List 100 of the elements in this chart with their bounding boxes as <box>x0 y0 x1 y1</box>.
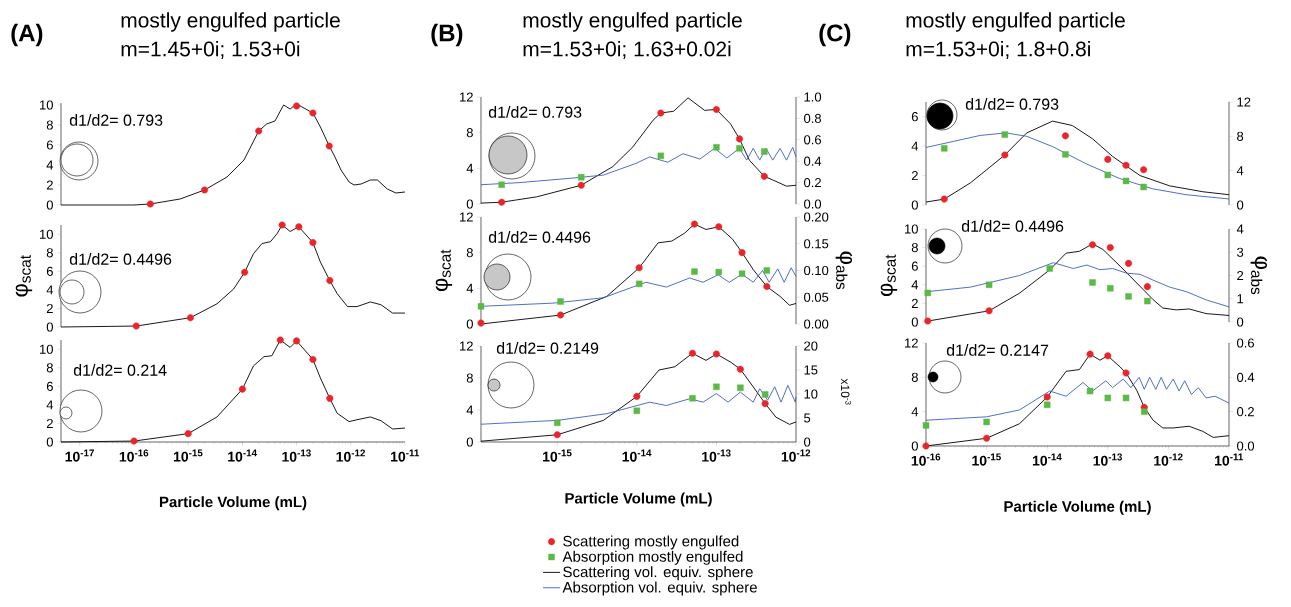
annotation: d1/d2= 0.4496 <box>961 220 1064 232</box>
y2-tick-label: 0.2 <box>1237 407 1254 417</box>
y-axis-title: φ$_{scat}$ <box>880 254 898 297</box>
x-tick-label: 10$^{-12}$ <box>1154 453 1183 466</box>
y-tick-label: 4 <box>466 283 474 293</box>
chart-subtitle: m=1.53+0i; 1.63+0.02i <box>523 41 731 59</box>
y-tick-label: 4 <box>46 285 54 295</box>
legend-label: Scattering vol. equiv. sphere <box>563 566 753 581</box>
y2-tick-label: 0.00 <box>804 319 829 329</box>
y2-tick-label: 15 <box>804 365 818 375</box>
y-tick-label: 4 <box>911 280 919 290</box>
y-tick-label: 12 <box>459 341 473 351</box>
y2-tick-label: 0.0 <box>1237 441 1255 451</box>
x-axis-title: Particle Volume (mL) <box>1004 500 1151 515</box>
y2-tick-label: 0.8 <box>804 113 822 123</box>
y2-tick-label: 1.0 <box>804 92 822 102</box>
y2-tick-label: 0.15 <box>804 239 829 249</box>
y-tick-label: 8 <box>46 248 53 258</box>
y-tick-label: 6 <box>46 381 53 391</box>
x-tick-label: 10$^{-13}$ <box>282 449 311 462</box>
y-tick-label: 12 <box>459 92 473 102</box>
y-tick-label: 6 <box>911 112 918 122</box>
x-axis-title: Particle Volume (mL) <box>159 496 307 511</box>
y2-tick-label: 0.6 <box>804 135 822 145</box>
y-tick-label: 12 <box>905 338 918 348</box>
y-tick-label: 8 <box>911 242 918 253</box>
y2-tick-label: 1 <box>1237 294 1244 304</box>
y2-tick-label: 0.05 <box>804 292 829 302</box>
y2-axis-title: φ$_{abs}$ <box>835 251 853 290</box>
x-tick-label: 10$^{-12}$ <box>781 449 811 462</box>
x-tick-label: 10$^{-17}$ <box>65 449 94 462</box>
x-tick-label: 10$^{-11}$ <box>391 449 420 462</box>
y-tick-label: 0 <box>46 437 53 447</box>
x-tick-label: 10$^{-13}$ <box>702 449 731 462</box>
legend-label: Scattering mostly engulfed <box>563 535 739 550</box>
chart-title: mostly engulfed particle <box>121 12 340 32</box>
x-tick-label: 10$^{-16}$ <box>911 453 941 466</box>
y-tick-label: 4 <box>466 405 474 415</box>
annotation: d1/d2= 0.2147 <box>946 344 1049 356</box>
y-tick-label: 4 <box>46 160 54 170</box>
text: (C) <box>819 23 851 47</box>
x-tick-label: 10$^{-15}$ <box>972 453 1001 466</box>
y-tick-label: 4 <box>466 163 474 173</box>
y2-tick-label: 0.10 <box>804 265 829 276</box>
annotation: d1/d2= 0.2149 <box>496 342 599 354</box>
x-tick-label: 10$^{-16}$ <box>119 449 149 462</box>
annotation: d1/d2= 0.4496 <box>69 253 172 265</box>
annotation: d1/d2= 0.793 <box>965 98 1059 110</box>
x-tick-label: 10$^{-13}$ <box>1093 453 1123 466</box>
legend-label: Absorption vol. equiv. sphere <box>562 581 757 596</box>
x-tick-label: 10$^{-14}$ <box>622 449 652 462</box>
y2-tick-label: 0.20 <box>804 212 829 222</box>
legend-label: Absorption mostly engulfed <box>562 550 743 565</box>
y-tick-label: 10 <box>40 344 53 354</box>
y-tick-label: 12 <box>459 212 473 222</box>
y-tick-label: 8 <box>911 372 918 382</box>
y-tick-label: 2 <box>46 418 53 428</box>
y-tick-label: 0 <box>466 437 473 447</box>
y-tick-label: 0 <box>46 200 53 210</box>
y-tick-label: 10 <box>40 229 53 239</box>
y2-tick-label: 20 <box>804 341 818 351</box>
y-tick-label: 4 <box>46 400 54 410</box>
x-axis-title: Particle Volume (mL) <box>565 492 712 507</box>
y-tick-label: 0 <box>46 322 53 332</box>
y2-tick-label: 0.2 <box>804 177 821 188</box>
y2-tick-label: 0.4 <box>1237 372 1255 382</box>
chart-title: mostly engulfed particle <box>523 12 742 32</box>
y-axis-title: φ$_{scat}$ <box>435 249 453 292</box>
y-tick-label: 6 <box>46 266 53 276</box>
annotation: d1/d2= 0.793 <box>488 106 582 118</box>
y-tick-label: 8 <box>466 128 473 138</box>
y-tick-label: 0 <box>911 317 918 327</box>
y2-tick-label: 12 <box>1237 97 1251 107</box>
y-tick-label: 8 <box>46 363 53 373</box>
y2-tick-label: 0 <box>1237 200 1244 210</box>
y-tick-label: 0 <box>466 199 473 209</box>
text: (B) <box>431 23 463 47</box>
x-tick-label: 10$^{-11}$ <box>1215 453 1244 466</box>
y-tick-label: 4 <box>911 141 919 151</box>
y2-tick-label: 5 <box>804 413 811 423</box>
chart-subtitle: m=1.53+0i; 1.8+0.8i <box>906 41 1090 59</box>
y-tick-label: 8 <box>466 373 473 383</box>
annotation: d1/d2= 0.793 <box>69 114 163 126</box>
y-tick-label: 6 <box>46 140 53 150</box>
annotation: d1/d2= 0.214 <box>73 364 167 376</box>
y-tick-label: 4 <box>911 407 919 417</box>
y2-tick-label: 4 <box>1236 224 1244 234</box>
y2-tick-label: 4 <box>1236 166 1244 176</box>
y2-tick-label: 0.0 <box>804 199 822 209</box>
y2-tick-label: 0 <box>1237 317 1244 327</box>
y-tick-label: 0 <box>466 319 473 329</box>
y2-tick-label: 3 <box>1237 247 1244 257</box>
y-tick-label: 10 <box>40 100 53 110</box>
y-axis-title: φ$_{scat}$ <box>15 255 33 297</box>
text: x10$^{-3}$ <box>840 378 852 405</box>
y2-tick-label: 0.6 <box>1237 338 1255 348</box>
x-tick-label: 10$^{-14}$ <box>1032 453 1062 466</box>
x-tick-label: 10$^{-14}$ <box>228 449 257 462</box>
y-tick-label: 2 <box>911 298 918 308</box>
y2-tick-label: 0 <box>804 437 811 447</box>
